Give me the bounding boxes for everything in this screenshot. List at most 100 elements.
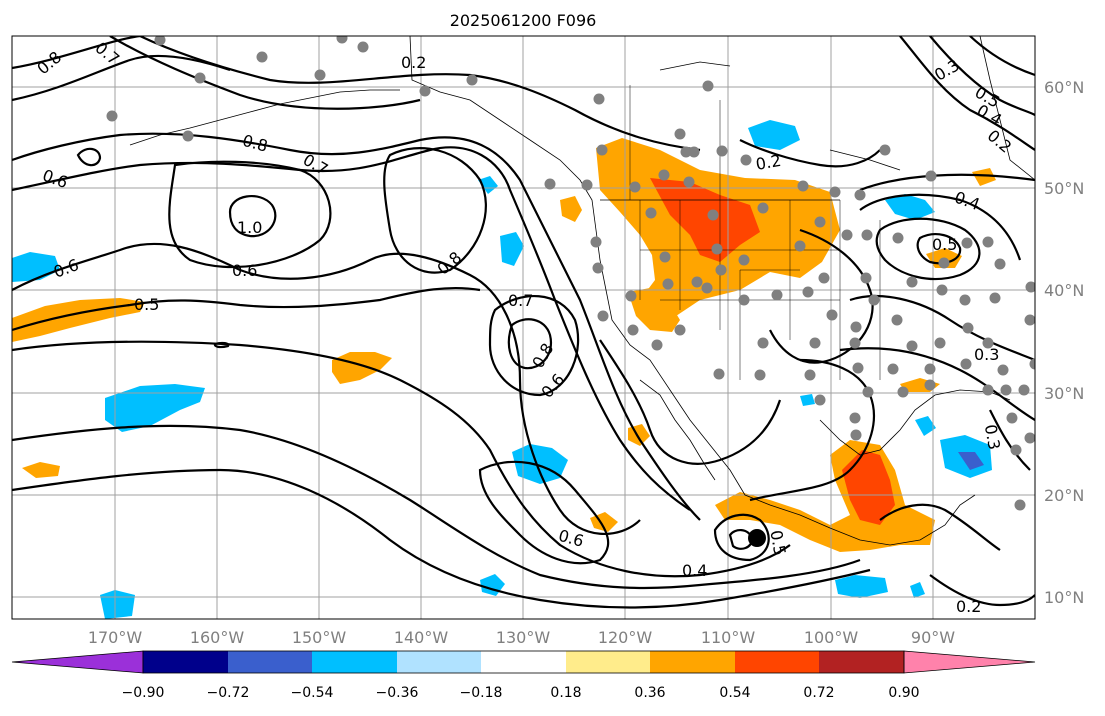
lon-label-140w: 140°W	[394, 628, 449, 647]
contour-line	[488, 294, 580, 397]
contour-label: 0.5	[134, 295, 159, 314]
colorbar-segment	[481, 651, 566, 673]
contour-label: 0.5	[766, 529, 789, 557]
contour-line	[929, 574, 1035, 607]
negative-anomaly-region	[512, 444, 568, 484]
lat-label-10n: 10°N	[1044, 588, 1084, 607]
contour-line	[899, 36, 1035, 151]
contour-line	[139, 36, 701, 152]
colorbar-segment	[228, 651, 312, 673]
longitude-labels: 170°W 160°W 150°W 140°W 130°W 120°W 110°…	[88, 628, 955, 647]
contour-line	[76, 147, 102, 167]
contour-line	[929, 36, 1035, 116]
lon-label-170w: 170°W	[88, 628, 143, 647]
contour-line	[916, 233, 962, 265]
map-title: 2025061200 F096	[450, 11, 597, 30]
colorbar-segment	[735, 651, 819, 673]
contour-line	[12, 424, 861, 590]
contour-label: 0.2	[956, 597, 981, 616]
contour-label: 0.4	[682, 561, 707, 580]
contour-label: 0.3	[974, 345, 999, 364]
colorbar-segment	[819, 651, 904, 673]
contour-label: 0.7	[508, 291, 533, 310]
contour-label: 1.0	[237, 218, 262, 237]
lon-label-110w: 110°W	[701, 628, 756, 647]
strong-positive-anomaly-region	[842, 450, 895, 525]
map-area: 0.8 0.7 0.6 0.2 0.8 0.7 0.6 1.0 0.6 0.5 …	[11, 35, 1036, 620]
negative-anomaly-region	[800, 394, 815, 406]
contour-line	[839, 347, 1035, 421]
colorbar-tick-labels: −0.90 −0.72 −0.54 −0.36 −0.18 0.18 0.36 …	[122, 685, 920, 701]
contour-line	[109, 36, 421, 110]
lat-label-50n: 50°N	[1044, 179, 1084, 198]
contour-line	[12, 286, 481, 332]
colorbar-segments	[11, 650, 1036, 674]
contour-line	[213, 341, 230, 349]
lon-label-150w: 150°W	[292, 628, 347, 647]
colorbar-tick-label: −0.36	[376, 685, 419, 701]
contour-line	[228, 195, 277, 238]
lon-label-90w: 90°W	[911, 628, 955, 647]
colorbar-tick-label: −0.18	[460, 685, 503, 701]
lat-label-40n: 40°N	[1044, 281, 1084, 300]
lon-label-120w: 120°W	[598, 628, 653, 647]
contour-line	[12, 146, 691, 511]
negative-anomaly-region	[105, 384, 205, 432]
contour-line	[12, 242, 641, 536]
colorbar-segment	[397, 651, 481, 673]
positive-anomaly-region	[628, 288, 680, 332]
negative-anomaly-region	[885, 194, 935, 220]
colorbar-segment	[566, 651, 650, 673]
colorbar-tick-label: −0.54	[291, 685, 334, 701]
contour-line	[769, 228, 874, 364]
colorbar-tick-label: 0.90	[888, 685, 919, 701]
contour-line	[12, 468, 871, 609]
positive-anomaly-region	[560, 196, 582, 222]
contour-lines	[12, 36, 1035, 609]
colorbar-extend-min	[11, 650, 144, 674]
contour-line	[749, 358, 875, 502]
lat-label-60n: 60°N	[1044, 78, 1084, 97]
contour-line	[875, 217, 981, 281]
negative-anomaly-region	[915, 416, 936, 436]
contour-line	[713, 513, 770, 562]
contour-line	[969, 36, 1035, 77]
latitude-labels: 60°N 50°N 40°N 30°N 20°N 10°N	[1044, 78, 1084, 607]
contour-label: 0.2	[754, 151, 782, 174]
colorbar: −0.90 −0.72 −0.54 −0.36 −0.18 0.18 0.36 …	[11, 650, 1036, 701]
negative-anomaly-region	[500, 232, 524, 266]
negative-anomaly-region	[478, 176, 498, 194]
colorbar-extend-max	[903, 650, 1036, 674]
strong-positive-anomaly-region	[650, 178, 760, 262]
colorbar-tick-label: 0.18	[550, 685, 581, 701]
colorbar-frame	[142, 650, 905, 674]
lat-label-30n: 30°N	[1044, 384, 1084, 403]
colorbar-tick-label: 0.72	[803, 685, 834, 701]
contour-line	[12, 132, 701, 521]
station-markers	[106, 36, 1035, 511]
contour-line	[989, 409, 1031, 471]
contour-line	[599, 339, 782, 465]
contour-label: 0.2	[401, 53, 426, 72]
positive-anomaly-region	[12, 298, 145, 342]
contour-line	[507, 318, 553, 370]
contour-label: 0.3	[981, 423, 1004, 451]
colorbar-segment	[650, 651, 735, 673]
colorbar-tick-label: −0.72	[207, 685, 250, 701]
contour-line	[12, 340, 791, 578]
contour-line	[478, 460, 610, 565]
positive-anomaly-region	[332, 352, 392, 384]
colorbar-tick-label: 0.54	[719, 685, 750, 701]
negative-anomaly-region	[910, 582, 925, 598]
colorbar-segment	[312, 651, 397, 673]
colorbar-tick-label: 0.36	[634, 685, 665, 701]
lat-label-20n: 20°N	[1044, 486, 1084, 505]
contour-label: 0.5	[932, 235, 957, 254]
negative-anomaly-region	[835, 575, 888, 598]
contour-line	[879, 503, 1001, 551]
contour-line	[859, 193, 1022, 261]
negative-anomaly-region	[100, 590, 135, 619]
negative-anomaly-region	[748, 120, 800, 150]
map-frame	[11, 35, 1036, 620]
colorbar-tick-label: −0.90	[122, 685, 165, 701]
